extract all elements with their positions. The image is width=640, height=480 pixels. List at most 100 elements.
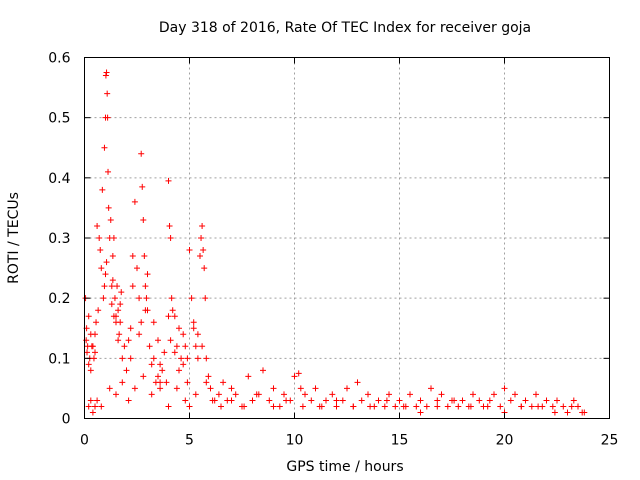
data-point <box>136 331 143 338</box>
data-point <box>551 409 558 416</box>
data-point <box>428 385 434 392</box>
data-point <box>117 301 124 308</box>
data-point <box>188 295 195 302</box>
data-point <box>228 385 235 392</box>
data-point <box>157 361 164 368</box>
data-point <box>297 385 304 392</box>
data-point <box>166 222 173 229</box>
data-point <box>543 397 550 404</box>
data-point <box>98 265 105 272</box>
data-point <box>144 271 151 278</box>
data-point <box>501 385 508 392</box>
data-point <box>182 343 189 350</box>
data-point <box>232 391 239 398</box>
data-point <box>98 403 105 410</box>
data-point <box>90 355 97 362</box>
data-point <box>470 391 476 398</box>
data-point <box>89 409 96 416</box>
data-point <box>299 403 306 410</box>
data-point <box>157 379 164 386</box>
data-point <box>116 331 123 338</box>
data-point <box>367 403 374 410</box>
grid-lines <box>84 57 610 419</box>
data-point <box>173 343 180 350</box>
y-tick-label: 0.3 <box>48 231 70 247</box>
data-point <box>467 403 474 410</box>
data-point <box>113 319 119 326</box>
data-point <box>375 397 382 404</box>
data-point <box>155 373 161 380</box>
data-point <box>522 397 529 404</box>
data-point <box>123 367 130 374</box>
data-point <box>138 150 145 157</box>
data-point <box>167 235 174 241</box>
data-point <box>564 409 571 416</box>
data-point <box>85 361 92 368</box>
data-point <box>150 319 157 326</box>
data-point <box>113 391 119 398</box>
data-point <box>215 391 222 398</box>
data-point <box>423 403 430 410</box>
data-point <box>110 235 117 241</box>
data-point <box>165 403 172 410</box>
data-point <box>507 397 514 404</box>
data-point <box>121 343 128 350</box>
data-point <box>102 72 109 79</box>
data-point <box>228 397 235 404</box>
data-point <box>165 177 172 184</box>
data-point <box>486 397 493 404</box>
data-point <box>207 385 214 392</box>
x-tick-label: 0 <box>80 433 89 449</box>
data-point <box>354 379 361 386</box>
data-point <box>383 397 390 404</box>
data-point <box>512 391 518 398</box>
data-point <box>173 385 180 392</box>
data-point <box>108 301 115 308</box>
data-point <box>97 247 104 254</box>
data-point <box>554 397 560 404</box>
data-point <box>192 391 199 398</box>
data-point <box>333 397 340 404</box>
data-point <box>434 397 441 404</box>
data-point <box>417 397 424 404</box>
data-point <box>491 391 497 398</box>
data-point <box>497 403 504 410</box>
y-tick-label: 0.1 <box>48 351 70 367</box>
data-point <box>266 397 273 404</box>
data-point <box>159 367 166 374</box>
data-point <box>186 247 193 254</box>
data-point <box>131 198 138 205</box>
x-tick-label: 20 <box>496 433 514 449</box>
data-point <box>178 355 185 362</box>
data-point <box>386 391 392 398</box>
data-point <box>104 114 111 121</box>
data-point <box>169 307 176 314</box>
data-point <box>109 253 116 260</box>
data-point <box>201 265 208 272</box>
data-point <box>127 325 134 332</box>
data-point <box>312 385 319 392</box>
data-point <box>129 253 136 260</box>
data-point <box>518 403 525 410</box>
data-point <box>455 403 462 410</box>
y-tick-label: 0 <box>62 412 71 428</box>
data-point <box>186 403 193 410</box>
x-tick-label: 10 <box>286 433 304 449</box>
axis-ticks <box>84 57 610 419</box>
data-point <box>107 216 114 223</box>
x-tick-labels: 0 5 10 15 20 25 <box>80 433 618 449</box>
data-point <box>176 367 182 374</box>
data-point <box>119 379 126 386</box>
data-point <box>295 370 302 377</box>
data-point <box>92 403 98 410</box>
data-point <box>281 391 287 398</box>
data-point <box>125 397 132 404</box>
data-point <box>451 397 458 404</box>
data-point <box>139 183 146 190</box>
data-point <box>484 403 491 410</box>
data-point <box>148 391 155 398</box>
data-point <box>171 313 178 320</box>
data-point <box>203 379 210 386</box>
data-point <box>568 403 575 410</box>
data-point <box>365 391 371 398</box>
